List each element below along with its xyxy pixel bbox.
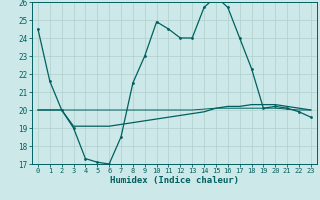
X-axis label: Humidex (Indice chaleur): Humidex (Indice chaleur) [110,176,239,185]
